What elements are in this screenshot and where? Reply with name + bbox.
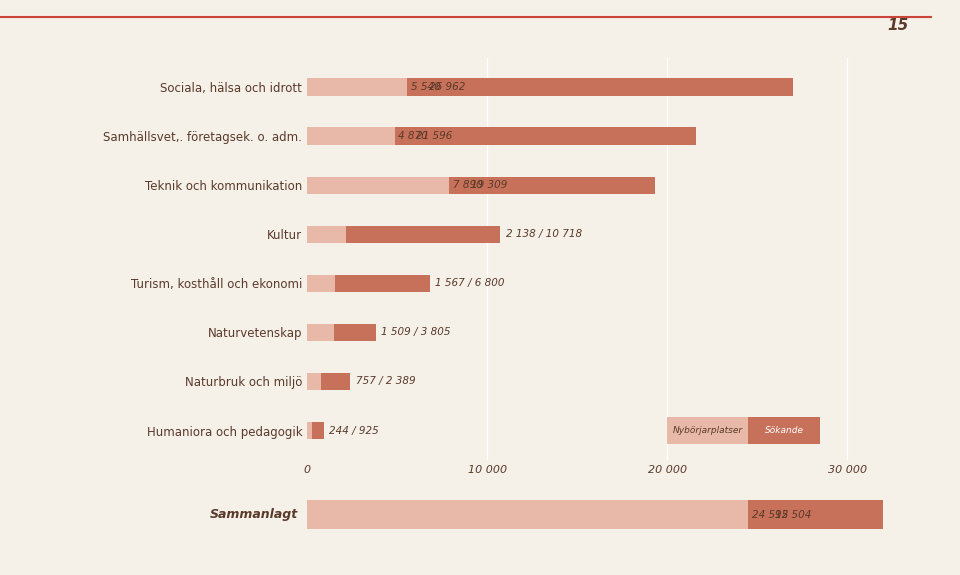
Text: Sammanlagt: Sammanlagt xyxy=(210,508,299,521)
Text: 92 504: 92 504 xyxy=(776,509,812,520)
Bar xyxy=(307,177,449,194)
Text: 4 870: 4 870 xyxy=(398,131,428,141)
Text: 26 962: 26 962 xyxy=(428,82,465,92)
Text: 15: 15 xyxy=(887,18,908,33)
Bar xyxy=(307,500,749,529)
Text: 2 138 / 10 718: 2 138 / 10 718 xyxy=(506,229,582,239)
Bar xyxy=(307,78,793,95)
Bar xyxy=(307,373,350,390)
Text: 1 567 / 6 800: 1 567 / 6 800 xyxy=(435,278,505,288)
Text: 1 509 / 3 805: 1 509 / 3 805 xyxy=(381,327,450,338)
Bar xyxy=(307,275,430,292)
Bar xyxy=(307,225,346,243)
FancyBboxPatch shape xyxy=(667,417,748,444)
Text: 757 / 2 389: 757 / 2 389 xyxy=(355,377,416,386)
Bar xyxy=(307,128,696,145)
Bar xyxy=(307,324,375,341)
Text: Sökande: Sökande xyxy=(765,426,804,435)
Bar xyxy=(307,422,324,439)
Bar xyxy=(307,422,312,439)
Bar xyxy=(307,177,655,194)
Text: 7 890: 7 890 xyxy=(453,180,483,190)
Bar xyxy=(307,78,407,95)
Text: 5 540: 5 540 xyxy=(411,82,441,92)
Bar xyxy=(307,275,335,292)
Bar xyxy=(307,225,500,243)
Text: 24 515: 24 515 xyxy=(752,509,788,520)
Bar xyxy=(307,324,334,341)
Bar xyxy=(307,128,395,145)
Bar xyxy=(307,373,321,390)
FancyBboxPatch shape xyxy=(748,417,820,444)
Bar xyxy=(307,500,960,529)
Text: Nybörjarplatser: Nybörjarplatser xyxy=(673,426,743,435)
Text: 21 596: 21 596 xyxy=(417,131,453,141)
Text: 244 / 925: 244 / 925 xyxy=(329,426,379,435)
Text: 19 309: 19 309 xyxy=(470,180,507,190)
